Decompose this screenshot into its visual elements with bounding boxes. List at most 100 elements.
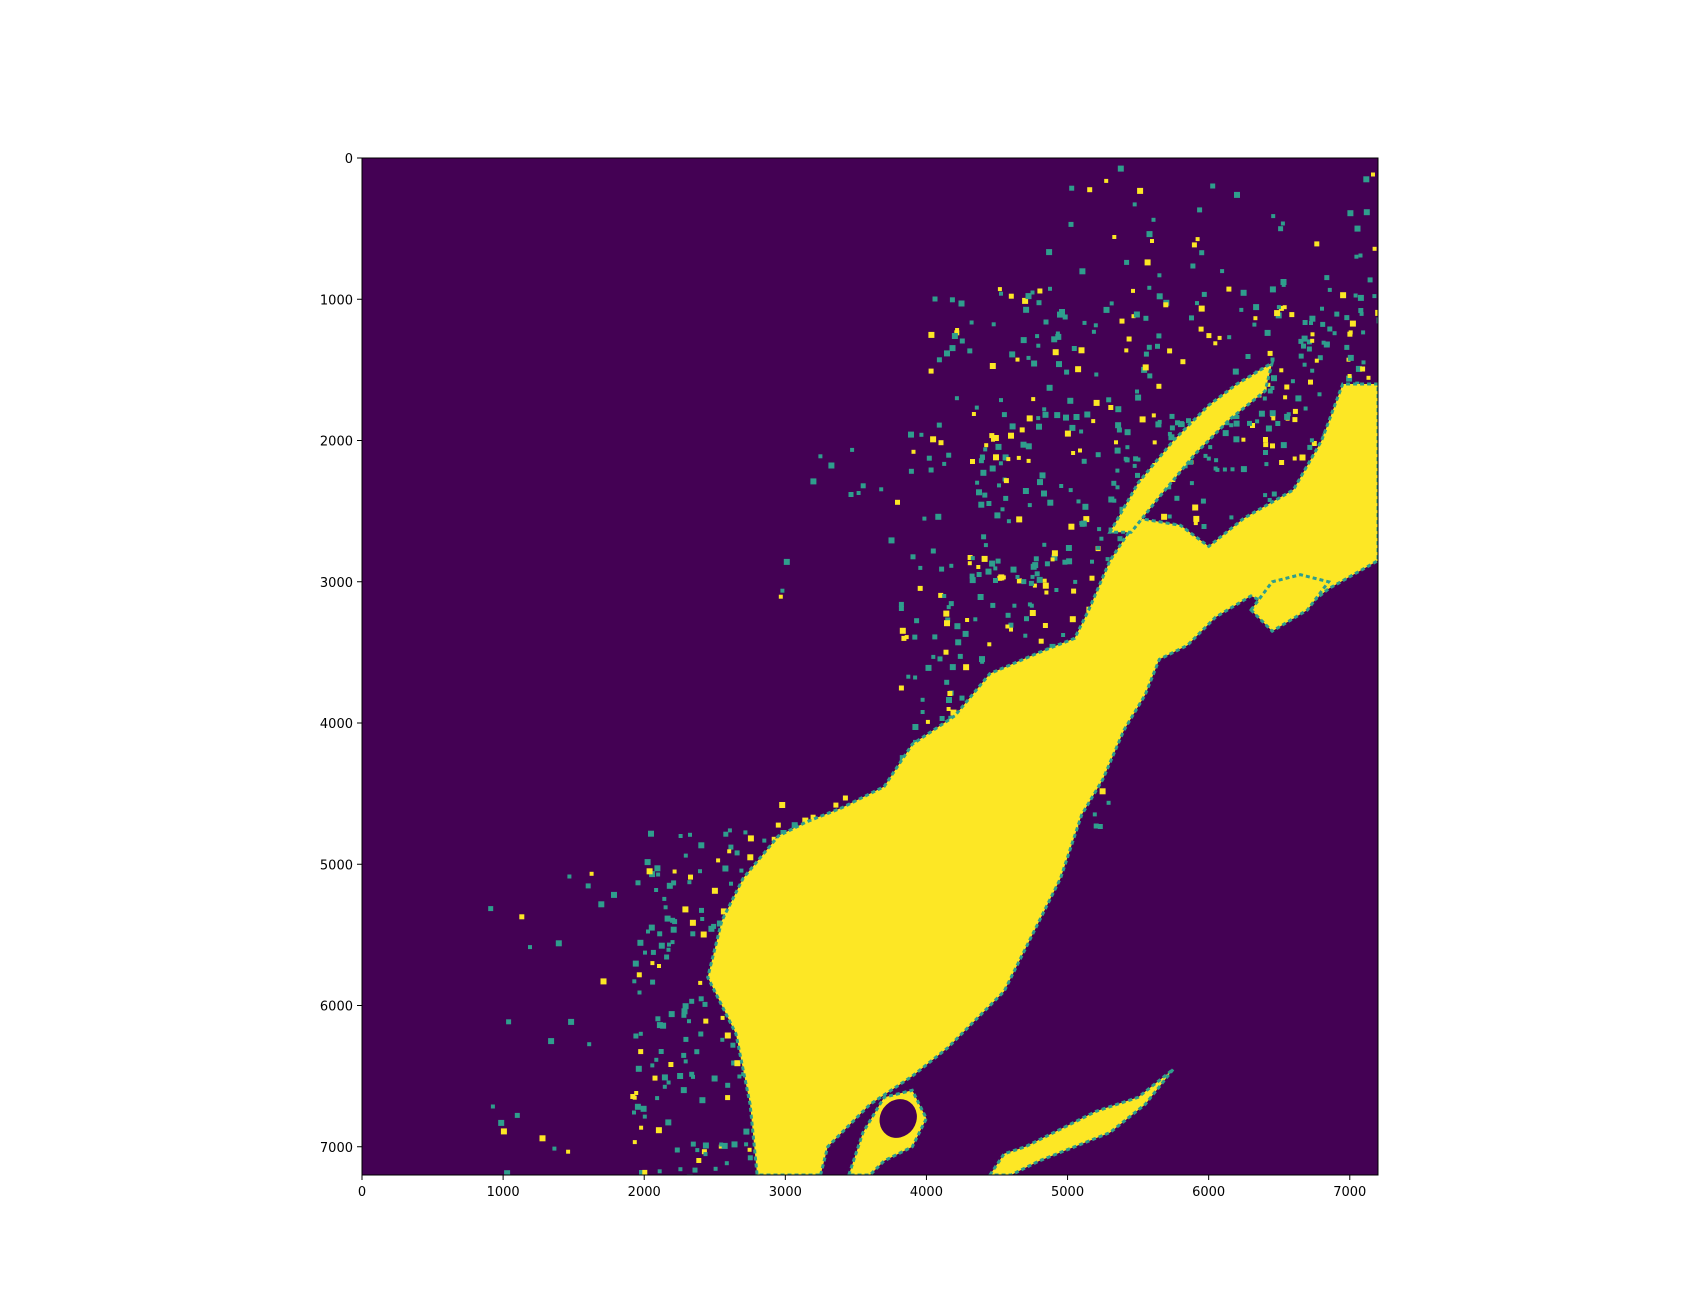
heatmap-cell bbox=[1147, 373, 1153, 379]
heatmap-cell bbox=[1065, 545, 1072, 551]
heatmap-cell bbox=[1263, 450, 1268, 455]
heatmap-cell bbox=[731, 1060, 737, 1066]
heatmap-cell bbox=[899, 755, 906, 762]
y-tick-label: 3000 bbox=[320, 576, 353, 591]
heatmap-cell bbox=[1290, 379, 1295, 384]
heatmap-cell bbox=[668, 1011, 675, 1018]
heatmap-cell bbox=[1193, 515, 1200, 522]
heatmap-cell bbox=[637, 939, 644, 946]
heatmap-cell bbox=[721, 1142, 728, 1149]
heatmap-cell bbox=[708, 925, 715, 932]
heatmap-cell bbox=[1263, 442, 1269, 448]
heatmap-cell bbox=[1031, 360, 1038, 367]
heatmap-cell bbox=[1023, 306, 1030, 313]
heatmap-cell bbox=[949, 563, 954, 568]
heatmap-cell bbox=[1188, 459, 1194, 465]
heatmap-cell bbox=[611, 891, 617, 898]
heatmap-cell bbox=[666, 947, 671, 952]
heatmap-cell bbox=[1096, 545, 1101, 550]
heatmap-cell bbox=[1295, 395, 1302, 402]
heatmap-cell bbox=[991, 322, 996, 327]
heatmap-cell bbox=[982, 492, 988, 498]
heatmap-cell bbox=[1133, 456, 1139, 462]
heatmap-cell bbox=[1270, 386, 1275, 390]
heatmap-cell bbox=[928, 467, 934, 473]
heatmap-cell bbox=[1136, 457, 1141, 462]
heatmap-cell bbox=[1157, 419, 1162, 424]
heatmap-cell bbox=[1131, 288, 1135, 293]
heatmap-cell bbox=[1279, 460, 1285, 465]
heatmap-cell bbox=[723, 831, 729, 837]
heatmap-cell bbox=[1041, 490, 1047, 497]
heatmap-cell bbox=[548, 1038, 555, 1045]
heatmap-cell bbox=[1106, 397, 1112, 403]
heatmap-cell bbox=[1087, 187, 1093, 193]
heatmap-cell bbox=[1073, 414, 1080, 420]
heatmap-cell bbox=[1169, 425, 1175, 431]
heatmap-cell bbox=[1309, 315, 1316, 322]
heatmap-cell bbox=[639, 1170, 644, 1175]
heatmap-cell bbox=[1116, 427, 1122, 433]
heatmap-cell bbox=[993, 578, 998, 583]
heatmap-cell bbox=[1062, 314, 1068, 320]
heatmap-cell bbox=[657, 1169, 662, 1174]
heatmap-cell bbox=[970, 556, 975, 561]
heatmap-cell bbox=[954, 396, 959, 401]
heatmap-cell bbox=[1026, 415, 1033, 422]
heatmap-cell bbox=[1144, 259, 1151, 266]
heatmap-cell bbox=[1051, 550, 1058, 557]
heatmap-cell bbox=[918, 565, 923, 570]
heatmap-cell bbox=[1071, 346, 1077, 351]
heatmap-cell bbox=[1031, 397, 1036, 402]
heatmap-cell bbox=[670, 940, 675, 945]
heatmap-cell bbox=[1264, 329, 1271, 336]
heatmap-cell bbox=[711, 887, 718, 894]
heatmap-cell bbox=[1050, 557, 1055, 562]
heatmap-cell bbox=[991, 437, 995, 442]
heatmap-cell bbox=[1010, 566, 1017, 573]
heatmap-cell bbox=[1119, 318, 1125, 324]
heatmap-cell bbox=[1126, 336, 1132, 342]
heatmap-cell bbox=[587, 1042, 592, 1047]
heatmap-cell bbox=[1117, 536, 1123, 542]
heatmap-cell bbox=[690, 931, 696, 937]
heatmap-cell bbox=[1027, 503, 1032, 508]
heatmap-cell bbox=[670, 917, 676, 923]
heatmap-cell bbox=[1247, 420, 1252, 426]
heatmap-cell bbox=[967, 348, 973, 354]
heatmap-cell bbox=[1008, 622, 1014, 628]
heatmap-cell bbox=[698, 1031, 704, 1037]
heatmap-cell bbox=[1375, 309, 1378, 316]
heatmap-cell bbox=[1263, 437, 1268, 442]
heatmap-cell bbox=[974, 405, 979, 410]
heatmap-cell bbox=[1042, 623, 1048, 628]
heatmap-cell bbox=[898, 606, 904, 611]
heatmap-cell bbox=[998, 461, 1003, 466]
heatmap-cell bbox=[700, 931, 707, 938]
heatmap-cell bbox=[1298, 353, 1304, 359]
heatmap-cell bbox=[938, 440, 944, 446]
heatmap-cell bbox=[1082, 503, 1089, 510]
heatmap-cell bbox=[930, 548, 936, 554]
heatmap-cell bbox=[657, 931, 663, 937]
heatmap-cell bbox=[1301, 343, 1306, 349]
heatmap-cell bbox=[856, 491, 861, 495]
heatmap-cell bbox=[1197, 207, 1203, 213]
heatmap-cell bbox=[1195, 237, 1200, 242]
heatmap-cell bbox=[1139, 416, 1146, 423]
heatmap-cell bbox=[655, 1016, 661, 1022]
heatmap-cell bbox=[802, 817, 809, 824]
heatmap-cell bbox=[1061, 633, 1066, 637]
heatmap-cell bbox=[1081, 458, 1087, 464]
heatmap-cell bbox=[1191, 242, 1197, 248]
heatmap-cell bbox=[498, 1119, 505, 1126]
heatmap-cell bbox=[683, 1036, 689, 1042]
heatmap-cell bbox=[1125, 445, 1130, 450]
heatmap-cell bbox=[1132, 463, 1137, 468]
heatmap-cell bbox=[1306, 339, 1312, 345]
heatmap-cell bbox=[780, 588, 785, 593]
heatmap-cell bbox=[1157, 273, 1162, 278]
heatmap-cell bbox=[1025, 293, 1032, 300]
heatmap-cell bbox=[969, 577, 976, 584]
heatmap-cell bbox=[1093, 823, 1099, 829]
